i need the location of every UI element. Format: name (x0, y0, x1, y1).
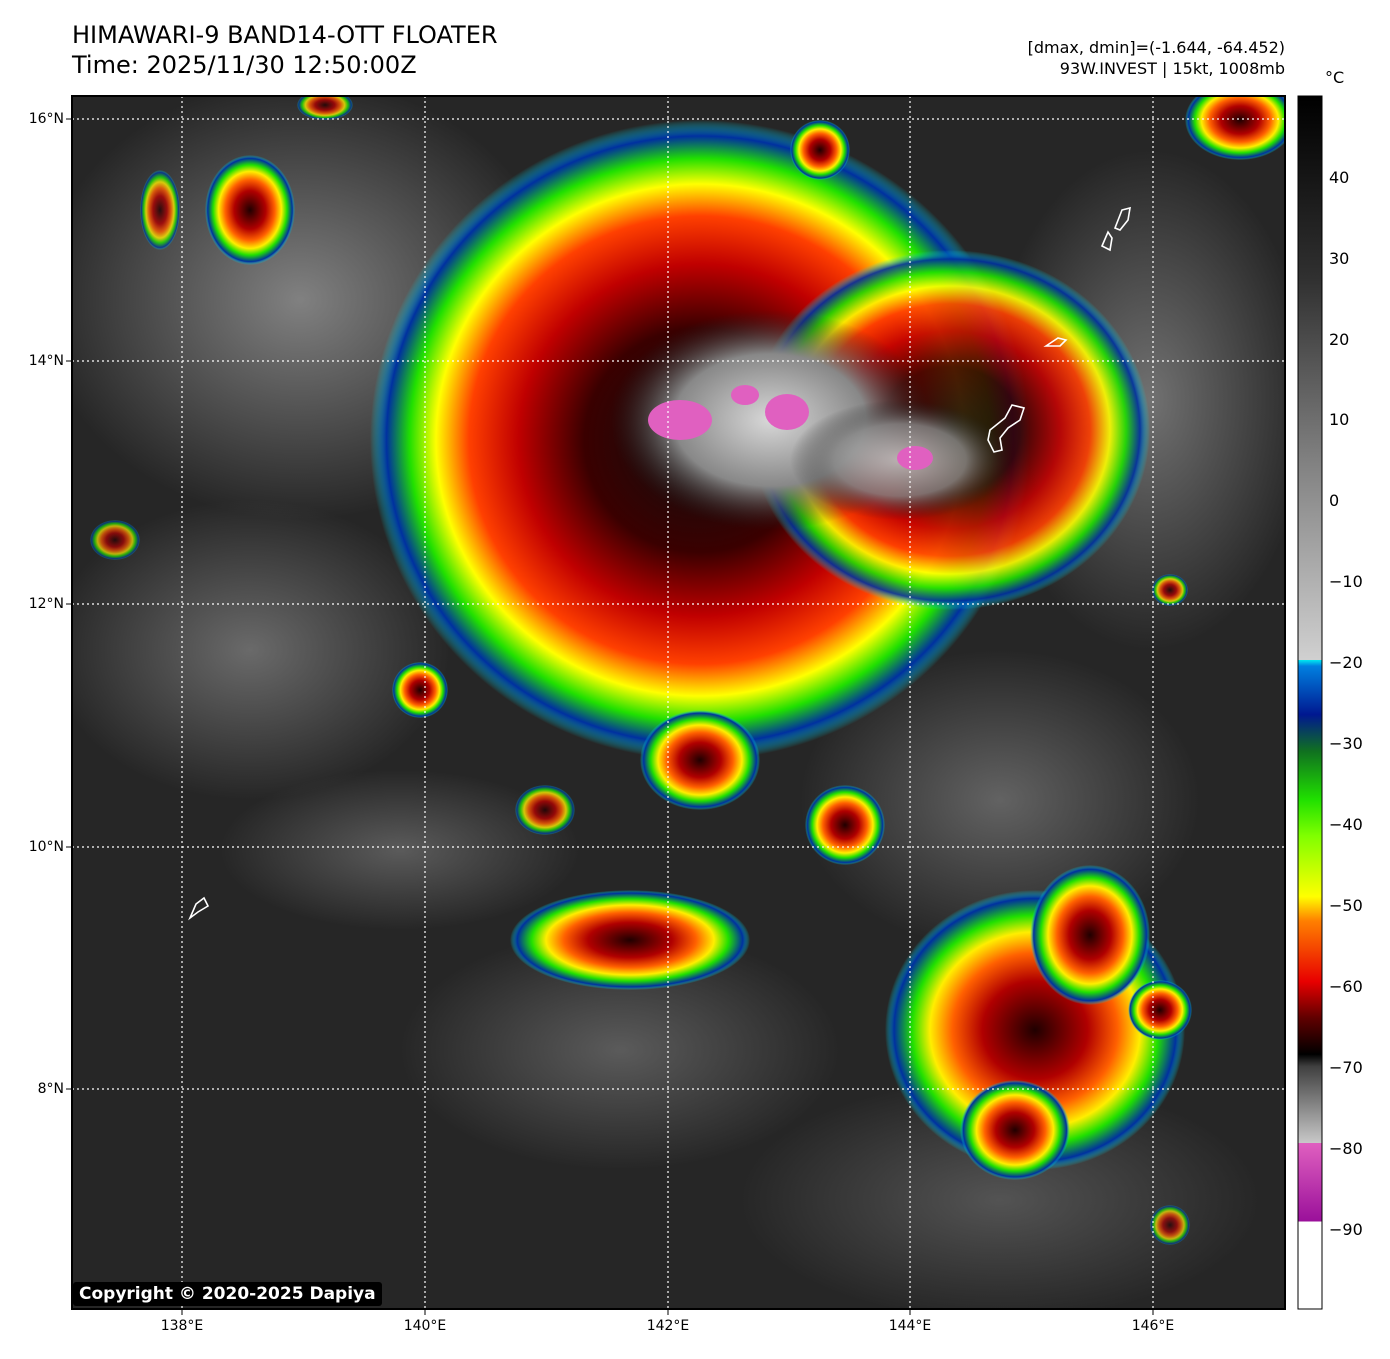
colorbar-unit: °C (1325, 68, 1345, 87)
lon-label-146: 146°E (1131, 1318, 1175, 1334)
colorbar-tick: 40 (1329, 168, 1350, 187)
colorbar-tick: −10 (1329, 572, 1363, 591)
title: HIMAWARI-9 BAND14-OTT FLOATER (72, 21, 498, 49)
colorbar-tick: 20 (1329, 330, 1350, 349)
colorbar-tick: −50 (1329, 896, 1363, 915)
colorbar-tick: −60 (1329, 977, 1363, 996)
lon-label-144: 144°E (888, 1318, 932, 1334)
meta-block: [dmax, dmin]=(-1.644, -64.452) 93W.INVES… (1028, 37, 1285, 79)
copyright-label: Copyright © 2020-2025 Dapiya (73, 1282, 382, 1306)
title-block: HIMAWARI-9 BAND14-OTT FLOATER Time: 2025… (72, 20, 498, 80)
map-frame (71, 95, 1286, 1310)
colorbar-tick: −40 (1329, 815, 1363, 834)
lon-label-142: 142°E (646, 1318, 690, 1334)
lat-label-10: 10°N (28, 839, 64, 855)
lat-label-12: 12°N (28, 596, 64, 612)
storm-info: 93W.INVEST | 15kt, 1008mb (1059, 59, 1285, 78)
lat-label-14: 14°N (28, 353, 64, 369)
colorbar-tick: −80 (1329, 1139, 1363, 1158)
axis-ticks (66, 118, 1154, 1315)
timestamp: Time: 2025/11/30 12:50:00Z (72, 51, 417, 79)
colorbar-tick: 0 (1329, 491, 1340, 510)
colorbar-tick: −90 (1329, 1220, 1363, 1239)
lon-label-140: 140°E (403, 1318, 447, 1334)
colorbar (1297, 95, 1323, 1310)
gridlines (72, 96, 1285, 1309)
colorbar-tick: −30 (1329, 734, 1363, 753)
map-imagery (72, 96, 1285, 1309)
lat-label-16: 16°N (28, 111, 64, 127)
island-outlines (188, 206, 1131, 921)
dmax-dmin: [dmax, dmin]=(-1.644, -64.452) (1027, 38, 1285, 57)
lon-label-138: 138°E (160, 1318, 204, 1334)
colorbar-tick: −20 (1329, 653, 1363, 672)
colorbar-tick: 10 (1329, 410, 1350, 429)
lat-label-8: 8°N (37, 1081, 64, 1097)
colorbar-tick: 30 (1329, 249, 1350, 268)
colorbar-tick: −70 (1329, 1058, 1363, 1077)
